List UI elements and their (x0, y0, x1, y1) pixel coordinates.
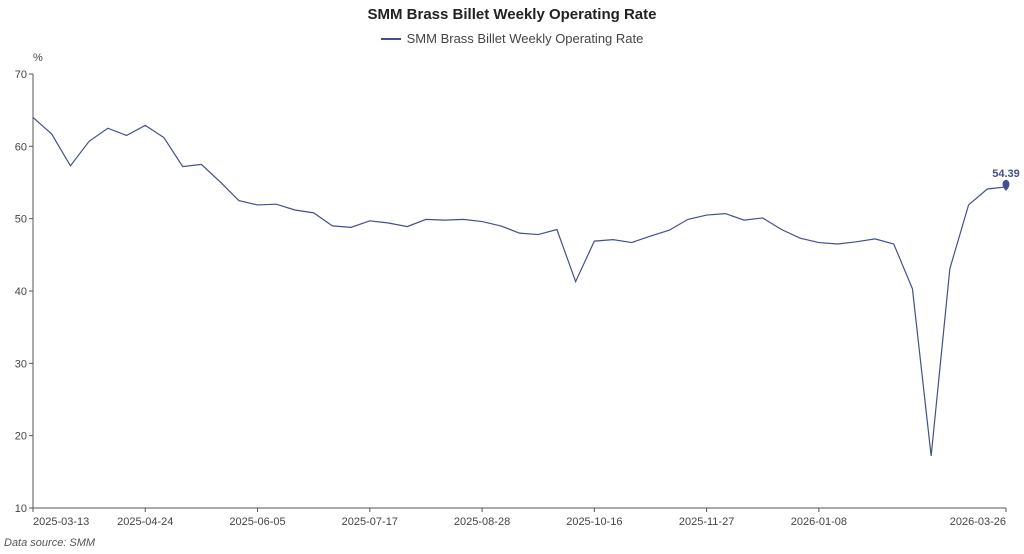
x-tick-label: 2025-07-17 (342, 516, 398, 528)
x-tick-label: 2025-10-16 (566, 516, 622, 528)
x-tick-label: 2025-08-28 (454, 516, 510, 528)
x-tick-label: 2025-11-27 (679, 516, 734, 528)
x-tick-label: 2026-01-08 (791, 516, 847, 528)
y-tick-label: 20 (15, 431, 27, 443)
x-tick-label: 2025-04-24 (117, 516, 173, 528)
chart-legend: SMM Brass Billet Weekly Operating Rate (0, 31, 1024, 46)
y-tick-label: 50 (15, 214, 27, 226)
y-tick-label: 40 (15, 286, 27, 298)
last-point-label: 54.39 (992, 168, 1020, 180)
y-tick-label: 60 (15, 141, 27, 153)
x-tick-label: 2026-03-26 (950, 516, 1006, 528)
last-point-marker (1002, 179, 1010, 191)
legend-series-label: SMM Brass Billet Weekly Operating Rate (406, 31, 644, 46)
series-line (32, 116, 1007, 456)
data-source-note: Data source: SMM (4, 537, 96, 549)
legend-line-swatch (380, 37, 401, 40)
x-tick-label: 2025-03-13 (33, 516, 89, 528)
y-tick-label: 70 (15, 69, 27, 81)
y-tick-label: 30 (15, 358, 27, 370)
y-axis-unit-label: % (33, 52, 43, 64)
chart-title: SMM Brass Billet Weekly Operating Rate (367, 6, 657, 23)
x-tick-label: 2025-06-05 (229, 516, 285, 528)
y-tick-label: 10 (15, 503, 27, 515)
